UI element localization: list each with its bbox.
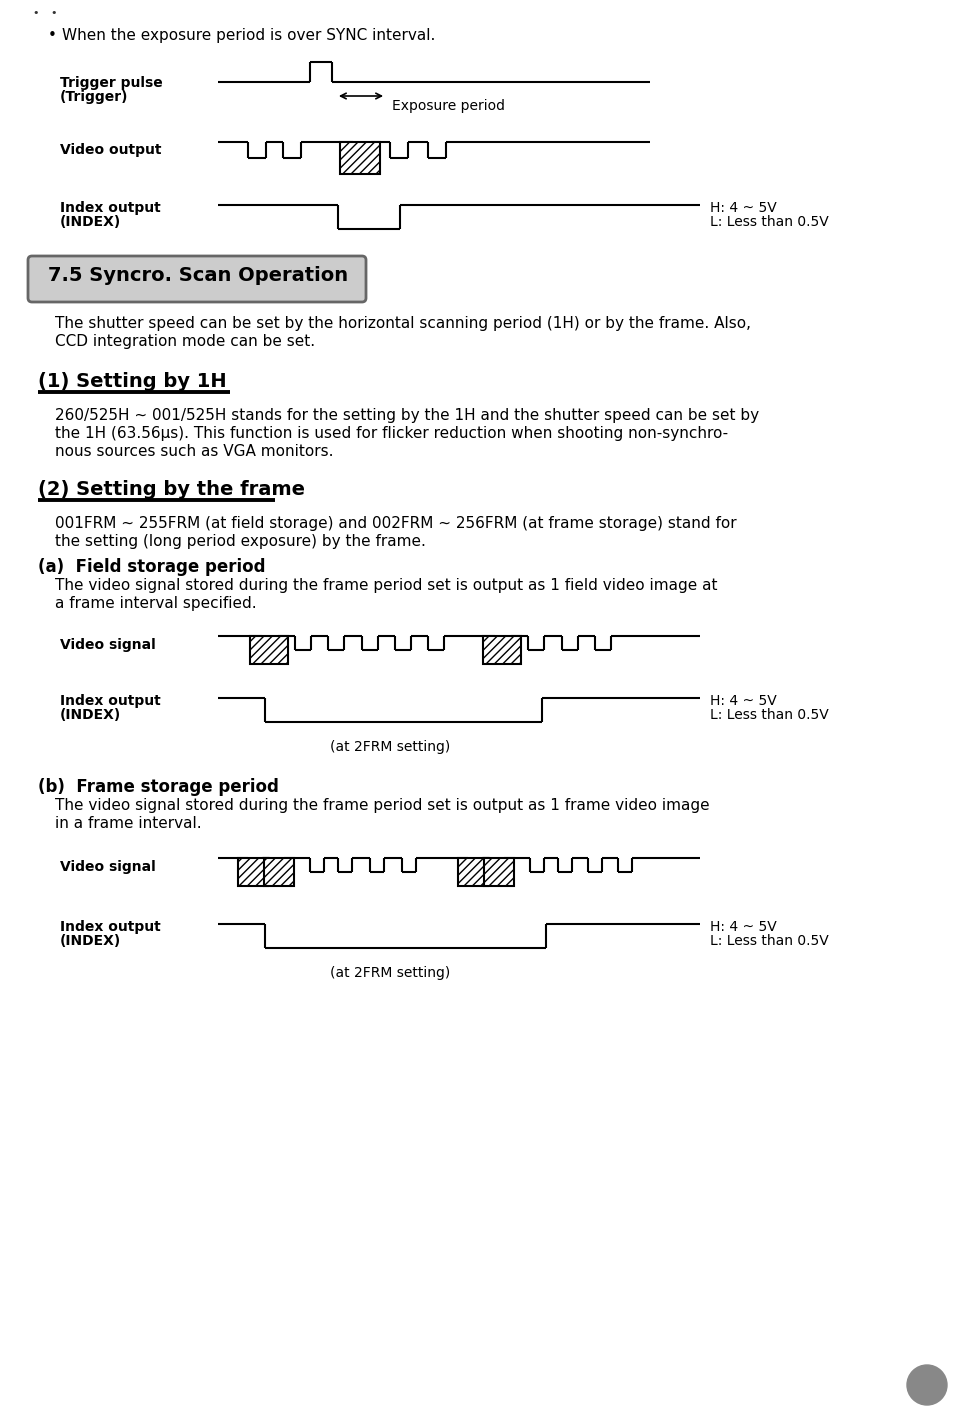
Text: Exposure period: Exposure period <box>392 98 504 113</box>
Text: (a)  Field storage period: (a) Field storage period <box>38 559 265 575</box>
Text: (INDEX): (INDEX) <box>60 934 121 948</box>
Text: •: • <box>32 8 38 18</box>
Text: •: • <box>48 28 57 44</box>
Bar <box>483 858 514 886</box>
Text: nous sources such as VGA monitors.: nous sources such as VGA monitors. <box>55 445 334 459</box>
Text: L: Less than 0.5V: L: Less than 0.5V <box>709 708 828 722</box>
Text: Trigger pulse: Trigger pulse <box>60 76 163 90</box>
Text: The shutter speed can be set by the horizontal scanning period (1H) or by the fr: The shutter speed can be set by the hori… <box>55 317 750 331</box>
Bar <box>250 636 288 664</box>
Bar <box>264 858 294 886</box>
FancyBboxPatch shape <box>28 256 366 303</box>
Text: (b)  Frame storage period: (b) Frame storage period <box>38 778 278 796</box>
Text: (1) Setting by 1H: (1) Setting by 1H <box>38 371 227 391</box>
Text: L: Less than 0.5V: L: Less than 0.5V <box>709 215 828 229</box>
Text: L: Less than 0.5V: L: Less than 0.5V <box>709 934 828 948</box>
Text: 260/525H ~ 001/525H stands for the setting by the 1H and the shutter speed can b: 260/525H ~ 001/525H stands for the setti… <box>55 408 759 424</box>
Text: 7.5 Syncro. Scan Operation: 7.5 Syncro. Scan Operation <box>48 266 348 286</box>
Text: Video output: Video output <box>60 144 161 158</box>
Text: Video signal: Video signal <box>60 637 155 651</box>
Text: The video signal stored during the frame period set is output as 1 frame video i: The video signal stored during the frame… <box>55 798 709 813</box>
Text: (INDEX): (INDEX) <box>60 215 121 229</box>
Text: H: 4 ~ 5V: H: 4 ~ 5V <box>709 201 776 215</box>
Bar <box>482 636 520 664</box>
Text: (at 2FRM setting): (at 2FRM setting) <box>330 967 450 981</box>
Text: (INDEX): (INDEX) <box>60 708 121 722</box>
Text: the 1H (63.56μs). This function is used for flicker reduction when shooting non-: the 1H (63.56μs). This function is used … <box>55 426 727 440</box>
Bar <box>457 858 488 886</box>
Bar <box>339 142 379 174</box>
Text: 29: 29 <box>915 1377 937 1393</box>
Text: H: 4 ~ 5V: H: 4 ~ 5V <box>709 920 776 934</box>
Text: Index output: Index output <box>60 920 161 934</box>
Circle shape <box>906 1365 946 1406</box>
Text: Video signal: Video signal <box>60 860 155 874</box>
Bar <box>237 858 268 886</box>
Text: in a frame interval.: in a frame interval. <box>55 816 201 832</box>
Text: (Trigger): (Trigger) <box>60 90 129 104</box>
Text: a frame interval specified.: a frame interval specified. <box>55 597 256 611</box>
Text: The video signal stored during the frame period set is output as 1 field video i: The video signal stored during the frame… <box>55 578 717 592</box>
Text: 001FRM ~ 255FRM (at field storage) and 002FRM ~ 256FRM (at frame storage) stand : 001FRM ~ 255FRM (at field storage) and 0… <box>55 516 736 530</box>
Text: (at 2FRM setting): (at 2FRM setting) <box>330 740 450 754</box>
Text: the setting (long period exposure) by the frame.: the setting (long period exposure) by th… <box>55 535 425 549</box>
Text: •: • <box>50 8 56 18</box>
Text: H: 4 ~ 5V: H: 4 ~ 5V <box>709 694 776 708</box>
Text: (2) Setting by the frame: (2) Setting by the frame <box>38 480 305 499</box>
Text: Index output: Index output <box>60 201 161 215</box>
Text: Index output: Index output <box>60 694 161 708</box>
Text: CCD integration mode can be set.: CCD integration mode can be set. <box>55 333 314 349</box>
Text: When the exposure period is over SYNC interval.: When the exposure period is over SYNC in… <box>62 28 435 44</box>
